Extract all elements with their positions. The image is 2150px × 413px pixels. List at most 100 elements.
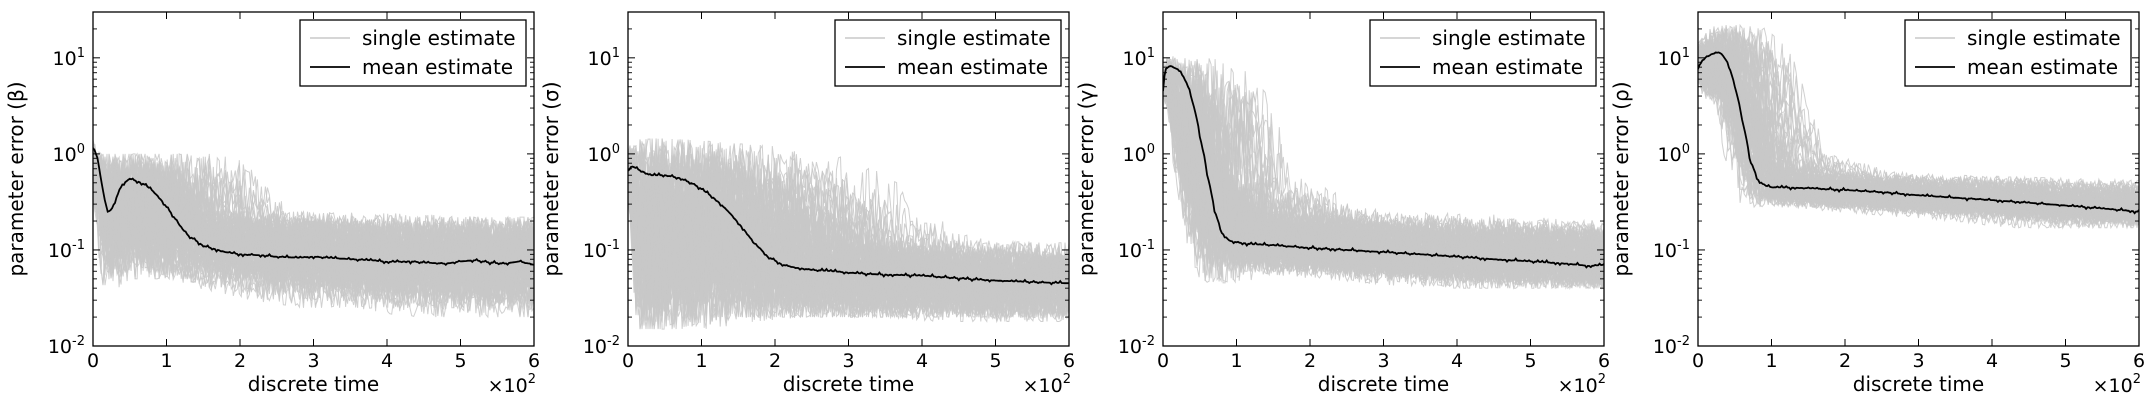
legend-label-mean: mean estimate	[1432, 55, 1583, 79]
chart-panel-4: 0 1 2 3 4 5 6 10-2 10-1 100 101 discrete time parame…	[1609, 11, 2145, 397]
x-tick-label: 4	[381, 350, 393, 372]
single-estimate-line	[1163, 87, 1604, 283]
y-axis-label: parameter error (β)	[4, 81, 28, 276]
x-tick-label: 3	[1912, 350, 1924, 372]
x-tick-label: 1	[160, 350, 172, 372]
y-tick-label: 10-1	[1653, 238, 1690, 262]
legend-label-mean: mean estimate	[362, 55, 513, 79]
legend-label-single: single estimate	[1432, 26, 1586, 50]
single-estimate-line	[1698, 29, 2139, 208]
mean-estimate-line	[628, 165, 1069, 286]
single-estimate-line	[1698, 70, 2139, 230]
chart-panel-2: 0 1 2 3 4 5 6 10-2 10-1 100 101 discrete time parame…	[539, 11, 1075, 397]
y-tick-label: 101	[1123, 46, 1155, 70]
single-estimate-line	[628, 180, 1069, 321]
x-tick-label: 5	[989, 350, 1001, 372]
y-tick-label: 100	[53, 142, 85, 166]
y-axis-label: parameter error (σ)	[539, 82, 563, 277]
single-estimate-line	[1698, 43, 2139, 210]
legend: single estimate mean estimate	[1369, 19, 1597, 87]
x-tick-label: 1	[1230, 350, 1242, 372]
x-tick-label: 0	[622, 350, 634, 372]
x-tick-label: 2	[234, 350, 246, 372]
x-tick-label: 2	[1304, 350, 1316, 372]
y-tick-label: 100	[1658, 142, 1690, 166]
x-tick-label: 2	[769, 350, 781, 372]
legend-label-single: single estimate	[362, 26, 516, 50]
single-estimate-line	[1698, 61, 2139, 224]
x-tick-label: 6	[528, 350, 540, 372]
single-estimate-line	[628, 138, 1069, 272]
single-estimate-line	[1163, 64, 1604, 256]
legend-box	[1904, 19, 2132, 87]
x-tick-label: 6	[2133, 350, 2145, 372]
legend-box	[299, 19, 527, 87]
y-tick-label: 100	[588, 142, 620, 166]
single-estimate-line	[93, 172, 534, 294]
y-axis-label: parameter error (γ)	[1074, 82, 1098, 276]
legend: single estimate mean estimate	[834, 19, 1062, 87]
single-estimate-line	[1698, 26, 2139, 198]
x-tick-label: 4	[916, 350, 928, 372]
x-multiplier: ×102	[1023, 372, 1071, 397]
legend-label-mean: mean estimate	[897, 55, 1048, 79]
x-tick-label: 0	[87, 350, 99, 372]
mean-estimate-line	[1163, 65, 1604, 269]
plot-area	[1163, 56, 1604, 291]
single-estimate-line	[93, 153, 534, 269]
single-estimate-line	[1698, 67, 2139, 227]
single-estimate-line	[628, 173, 1069, 314]
single-estimate-line	[93, 143, 534, 262]
x-axis-label: discrete time	[783, 372, 914, 396]
y-tick-label: 10-1	[583, 238, 620, 262]
x-tick-label: 5	[1524, 350, 1536, 372]
x-tick-label: 3	[307, 350, 319, 372]
legend-label-single: single estimate	[1967, 26, 2121, 50]
y-tick-label: 10-1	[1118, 238, 1155, 262]
x-tick-label: 6	[1063, 350, 1075, 372]
single-estimate-line	[1163, 70, 1604, 268]
x-axis-label: discrete time	[1318, 372, 1449, 396]
x-tick-label: 4	[1986, 350, 1998, 372]
x-tick-label: 1	[695, 350, 707, 372]
single-estimate-line	[1698, 54, 2139, 219]
y-axis-label: parameter error (ρ)	[1609, 81, 1633, 276]
y-tick-label: 10-2	[583, 334, 620, 358]
y-tick-label: 10-2	[1653, 334, 1690, 358]
x-axis-label: discrete time	[248, 372, 379, 396]
x-tick-label: 4	[1451, 350, 1463, 372]
x-tick-label: 5	[454, 350, 466, 372]
single-estimate-line	[93, 183, 534, 318]
x-tick-label: 5	[2059, 350, 2071, 372]
x-axis-label: discrete time	[1853, 372, 1984, 396]
y-tick-label: 101	[588, 46, 620, 70]
single-estimate-line	[628, 183, 1069, 302]
y-tick-label: 101	[1658, 46, 1690, 70]
x-tick-label: 3	[842, 350, 854, 372]
y-tick-label: 10-2	[1118, 334, 1155, 358]
chart-panel-1: 0 1 2 3 4 5 6 10-2 10-1 100 101 discrete time parame…	[4, 11, 540, 397]
x-tick-label: 2	[1839, 350, 1851, 372]
mean-estimate-line	[93, 147, 534, 266]
legend: single estimate mean estimate	[1904, 19, 2132, 87]
y-tick-label: 10-1	[48, 238, 85, 262]
legend-box	[1369, 19, 1597, 87]
single-estimate-line	[628, 176, 1069, 298]
x-tick-label: 3	[1377, 350, 1389, 372]
plot-area	[628, 138, 1069, 330]
chart-panel-3: 0 1 2 3 4 5 6 10-2 10-1 100 101 discrete time parame…	[1074, 11, 1610, 397]
y-tick-label: 10-2	[48, 334, 85, 358]
legend: single estimate mean estimate	[299, 19, 527, 87]
legend-box	[834, 19, 1062, 87]
x-multiplier: ×102	[2093, 372, 2141, 397]
x-tick-label: 0	[1157, 350, 1169, 372]
single-estimate-line	[628, 202, 1069, 330]
y-tick-label: 101	[53, 46, 85, 70]
x-tick-label: 1	[1765, 350, 1777, 372]
mean-estimate-line	[1698, 51, 2139, 215]
y-tick-label: 100	[1123, 142, 1155, 166]
single-estimate-line	[93, 157, 534, 265]
x-multiplier: ×102	[488, 372, 536, 397]
x-tick-label: 6	[1598, 350, 1610, 372]
